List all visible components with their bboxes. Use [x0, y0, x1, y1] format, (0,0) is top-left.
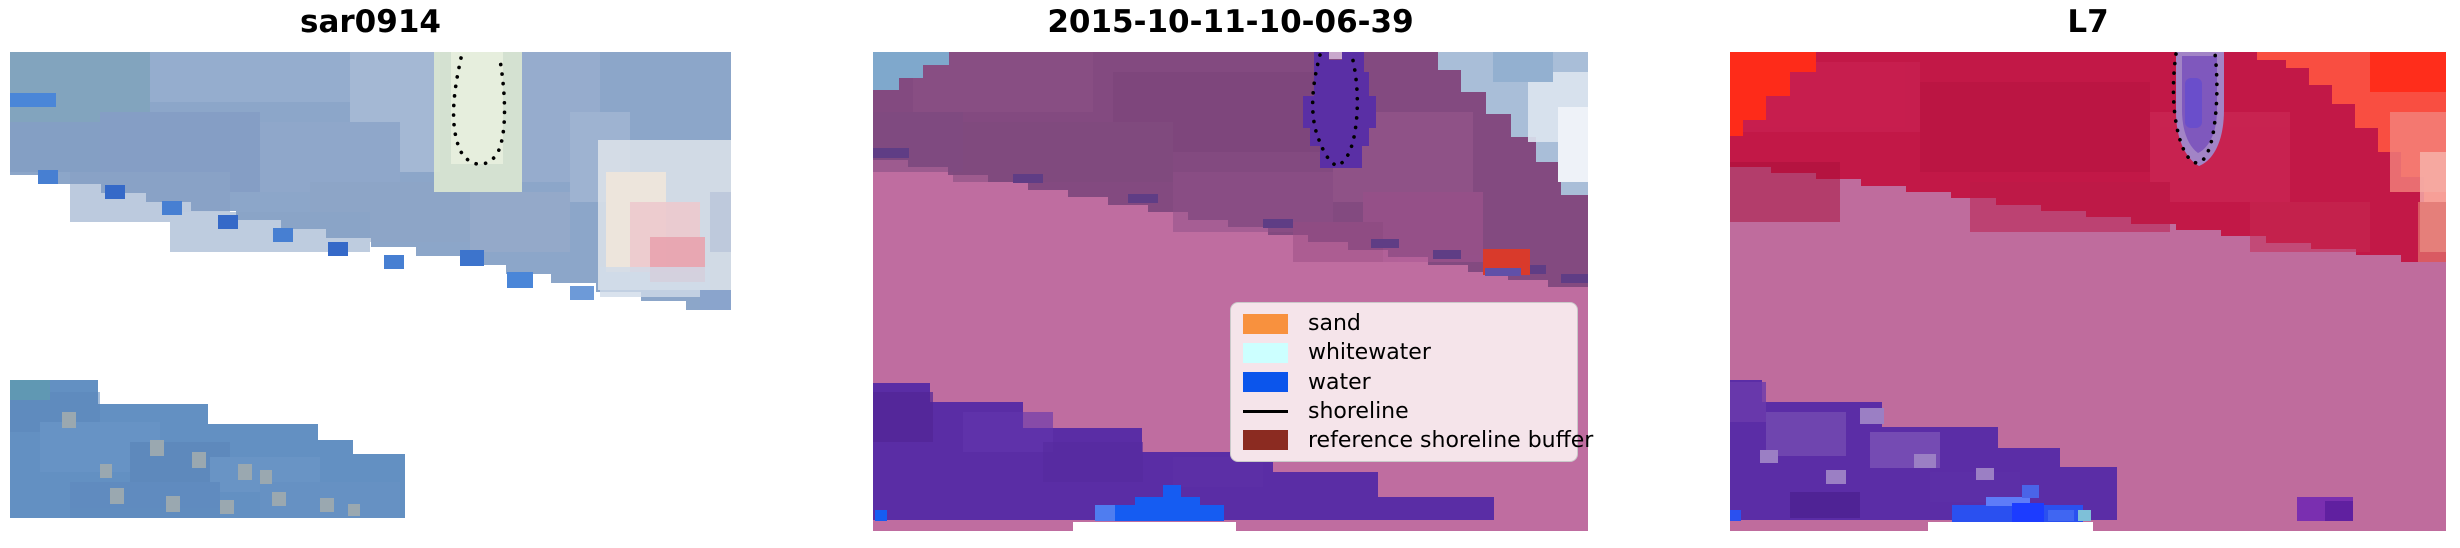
panel-title-timestamp: 2015-10-11-10-06-39 [1047, 4, 1414, 40]
legend: sand whitewater water shoreline referenc… [1230, 302, 1593, 462]
classified-patch [1303, 52, 1376, 168]
crimson-texture [1730, 62, 2370, 252]
bottom-purple-texture [873, 392, 1263, 487]
bottom-strip-speckles [62, 412, 360, 516]
cloud-tones [598, 140, 731, 310]
reference-shoreline-buffer-swatch [1243, 430, 1288, 451]
pale-patch-core [451, 52, 503, 164]
legend-label-sand: sand [1308, 311, 1361, 337]
bottom-purple-texture [1730, 382, 2020, 518]
water-pixels [10, 93, 594, 300]
bright-red-topleft [1730, 52, 1816, 136]
water-blob [875, 485, 1224, 521]
cloud-highlight-2 [1558, 107, 1588, 182]
legend-label-shoreline: shoreline [1308, 398, 1409, 424]
bottom-purple-speckles [1760, 408, 1994, 484]
shoreline-contour [1310, 53, 1360, 168]
panel-title-sar0914: sar0914 [300, 4, 441, 40]
water-blob-light [1095, 505, 1115, 521]
red-pixel-sub [1485, 268, 1521, 276]
water-swatch [1243, 372, 1288, 392]
cloud-shade [1493, 52, 1553, 82]
legend-item-sand: sand [1231, 309, 1577, 338]
red-fade-3 [2418, 202, 2446, 262]
water-blob [1730, 485, 2091, 522]
shoreline-line-swatch [1243, 409, 1288, 413]
legend-label-water: water [1308, 369, 1371, 395]
panel-image-sar0914 [10, 52, 731, 518]
legend-item-water: water [1231, 367, 1577, 396]
panel-image-l7 [1730, 52, 2446, 531]
nodata-notch [1073, 522, 1236, 531]
bottom-purple [873, 383, 1494, 520]
legend-label-whitewater: whitewater [1308, 340, 1431, 366]
purple-patch-right-dark [2325, 501, 2353, 521]
sand-swatch [1243, 313, 1288, 334]
legend-item-whitewater: whitewater [1231, 338, 1577, 367]
nodata-notch [1928, 522, 2093, 531]
whitewater-swatch [1243, 342, 1288, 363]
shoreline-contour [451, 56, 507, 166]
classified-patch-core [2185, 78, 2202, 128]
sea-texture [10, 52, 630, 252]
bright-red-block [2370, 52, 2446, 92]
patch-notch [1329, 52, 1342, 59]
legend-item-shoreline: shoreline [1231, 397, 1577, 426]
legend-item-reference-shoreline-buffer: reference shoreline buffer [1231, 426, 1593, 455]
boundary-pixels [873, 148, 1588, 283]
legend-label-reference-shoreline-buffer: reference shoreline buffer [1308, 427, 1594, 453]
cloud-wedge-topleft [873, 52, 949, 90]
panel-title-l7: L7 [2067, 4, 2109, 40]
